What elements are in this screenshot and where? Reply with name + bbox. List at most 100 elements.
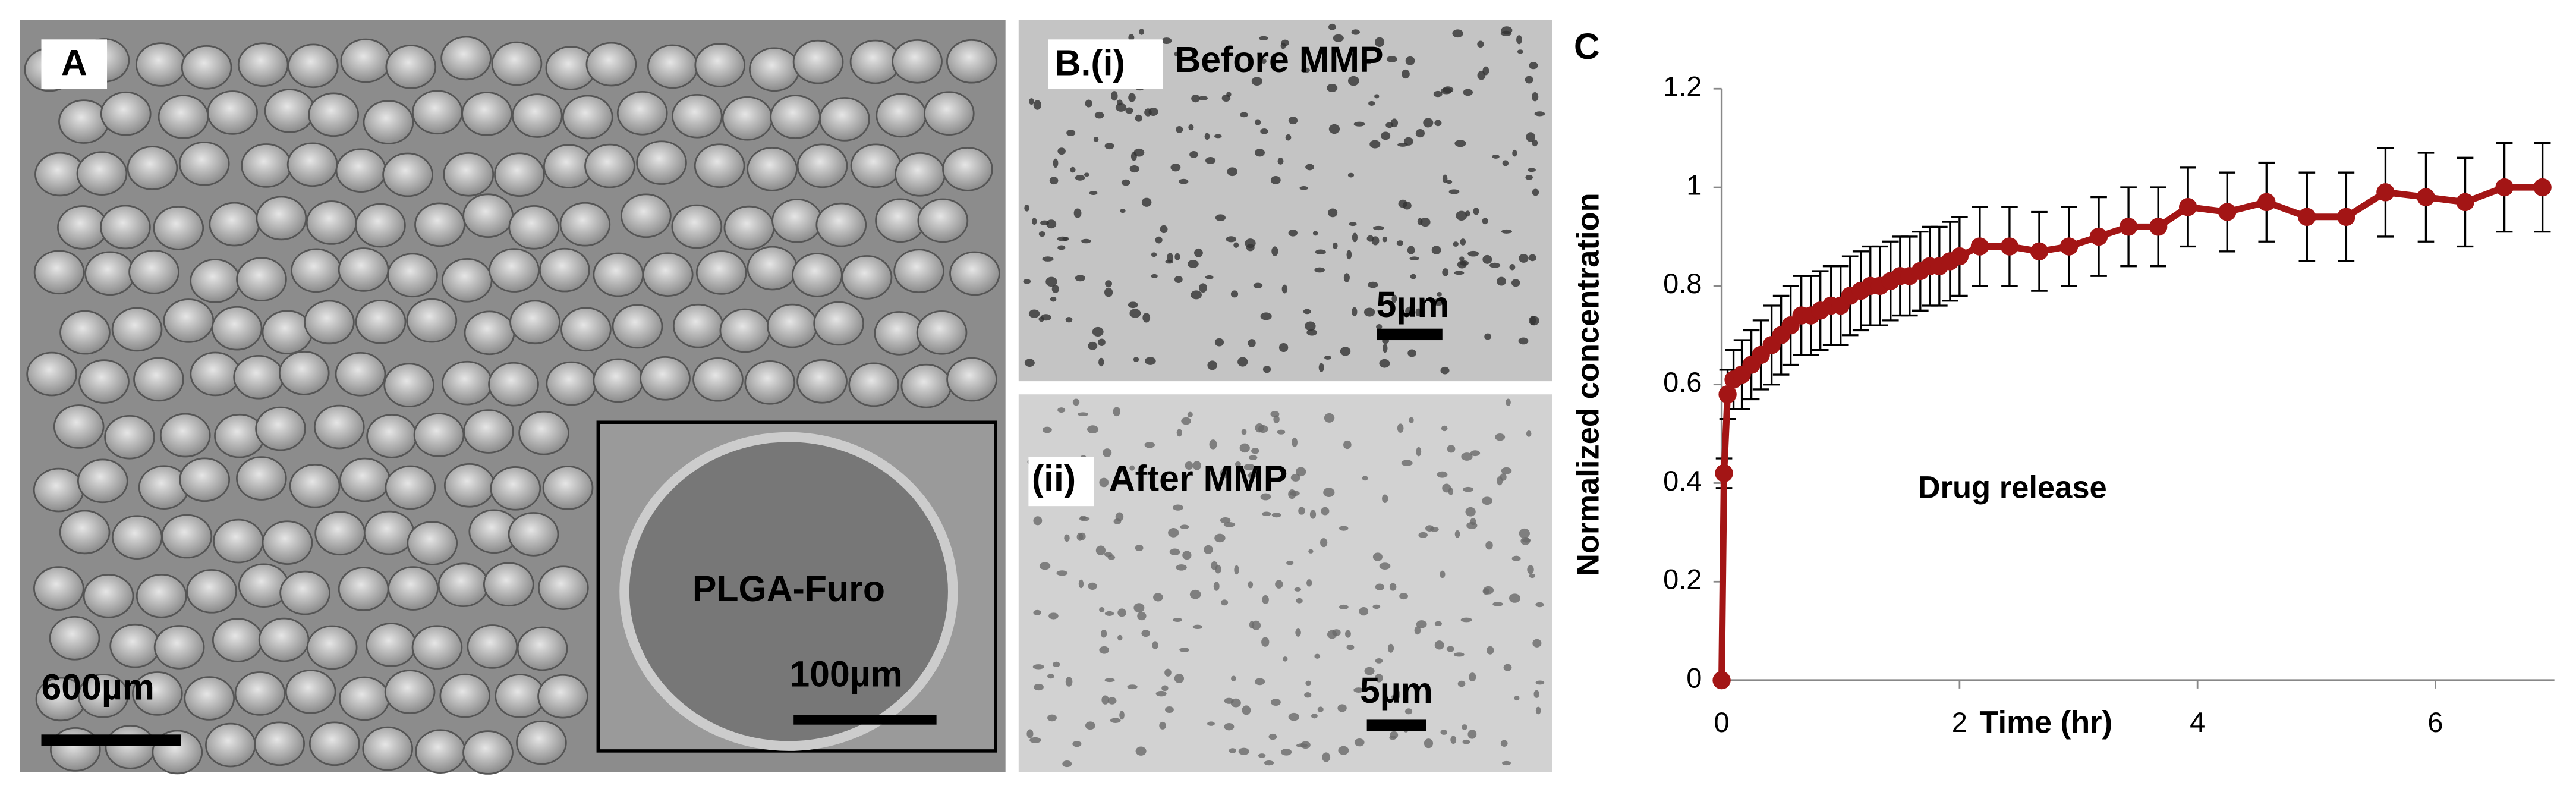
pore [1473, 208, 1479, 215]
microdisc [509, 300, 560, 345]
microdisc [57, 205, 108, 250]
pore [1295, 628, 1301, 637]
pore [1467, 250, 1479, 257]
microdisc [355, 299, 407, 344]
pore [1070, 166, 1076, 173]
x-tick-label: 2 [1952, 706, 1967, 738]
pore [1141, 630, 1150, 637]
x-tick-label: 4 [2190, 706, 2205, 738]
pore [1066, 130, 1076, 136]
pore [1024, 205, 1030, 212]
microdisc [366, 414, 417, 458]
pore [1353, 687, 1364, 693]
pore [1161, 37, 1172, 44]
pore [1155, 236, 1163, 244]
pore [1514, 696, 1520, 701]
pore [1094, 111, 1104, 119]
pore [1104, 678, 1115, 683]
inset-label: PLGA-Furo [692, 568, 885, 609]
pore [1180, 524, 1189, 529]
microdisc [539, 247, 590, 293]
data-point [2257, 193, 2276, 212]
pore [1205, 275, 1214, 279]
pore [1509, 264, 1516, 271]
microdisc [518, 410, 569, 455]
pore [1304, 692, 1312, 698]
pore [1308, 549, 1314, 554]
microdisc [437, 562, 489, 608]
pore [1057, 245, 1066, 250]
data-point [1718, 385, 1737, 404]
pore [1303, 309, 1311, 315]
annotation: Drug release [1918, 470, 2107, 505]
pore [1398, 199, 1407, 208]
pore [1173, 618, 1182, 622]
label-box [1048, 39, 1163, 89]
pore [1229, 748, 1236, 753]
pore [1167, 253, 1173, 263]
microdisc [136, 573, 187, 618]
pore [1344, 630, 1351, 638]
pore [1029, 737, 1041, 743]
microdisc [258, 617, 310, 662]
pore [1034, 684, 1044, 691]
microdisc [287, 43, 339, 89]
pore [1033, 516, 1043, 526]
pore [1072, 398, 1080, 406]
pore [1314, 653, 1321, 659]
pore [1532, 188, 1539, 196]
microdisc [26, 351, 77, 397]
pore [1382, 236, 1388, 243]
pore [1309, 510, 1317, 519]
microdisc [314, 511, 366, 556]
microdisc [593, 252, 644, 297]
pore [1099, 646, 1110, 654]
pore [1261, 58, 1267, 64]
pore [1117, 608, 1126, 617]
pore [1364, 667, 1375, 675]
pore [1051, 285, 1060, 293]
pore [1065, 677, 1073, 687]
microdisc [621, 193, 672, 238]
pore [1273, 415, 1280, 423]
data-point [2030, 242, 2049, 261]
microdisc [131, 671, 183, 716]
pore [1482, 254, 1492, 264]
pore [1470, 450, 1481, 457]
pore [1240, 112, 1248, 118]
pore [1288, 117, 1298, 125]
pore [1328, 124, 1340, 134]
pore [1062, 237, 1069, 241]
pore [1453, 652, 1465, 657]
pore [1174, 51, 1181, 57]
pore [1213, 582, 1220, 591]
pore [1433, 90, 1443, 98]
microdisc [442, 360, 493, 406]
microdisc [304, 300, 355, 345]
pore [1465, 507, 1476, 517]
pore [1226, 236, 1237, 243]
pore [1448, 488, 1454, 495]
microdisc [363, 510, 415, 555]
pore [1039, 562, 1051, 570]
pore [1489, 262, 1501, 268]
pore [1503, 664, 1512, 671]
pore [1113, 518, 1122, 524]
pore [1529, 315, 1536, 326]
microdisc [695, 250, 747, 295]
pore [1397, 423, 1404, 433]
pore [1434, 120, 1442, 127]
pore [1437, 471, 1448, 478]
microdisc [488, 362, 539, 407]
pore [1311, 714, 1318, 719]
pore [1305, 164, 1314, 171]
data-point [2298, 208, 2316, 226]
microdisc [213, 518, 264, 564]
pore [1238, 747, 1249, 755]
pore [1075, 175, 1085, 181]
pore [1323, 488, 1335, 498]
pore [1129, 309, 1141, 318]
pore [1346, 250, 1352, 260]
pore [1482, 496, 1493, 505]
microdisc [616, 91, 668, 136]
